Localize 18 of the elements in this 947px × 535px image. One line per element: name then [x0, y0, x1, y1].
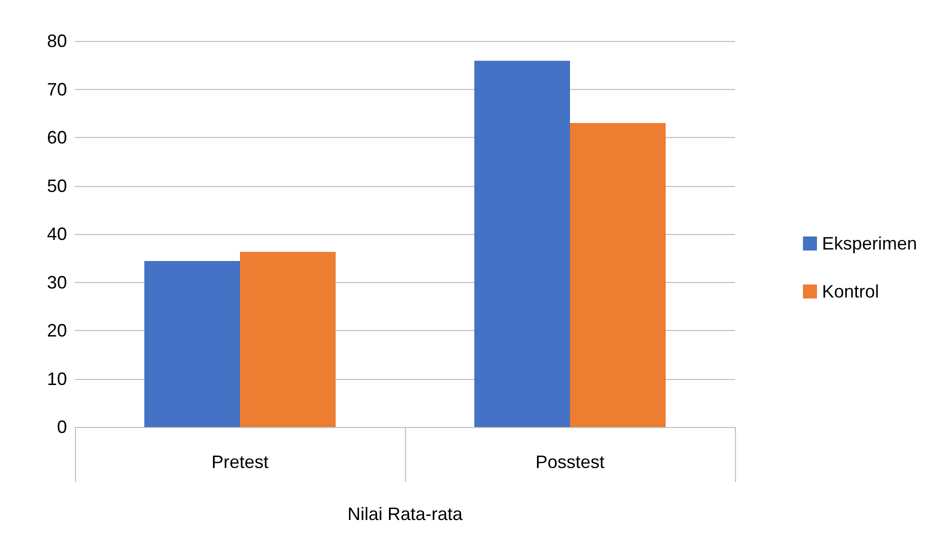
- y-tick-label: 50: [46, 176, 67, 196]
- x-tick-label: Posstest: [535, 452, 605, 472]
- y-tick-label: 0: [56, 417, 67, 437]
- y-tick-label: 10: [46, 368, 67, 389]
- bar: [474, 60, 570, 427]
- legend-label: Eksperimen: [822, 234, 918, 254]
- y-tick-label: 30: [46, 272, 67, 292]
- x-tick-label: Pretest: [211, 452, 269, 472]
- bar: [144, 261, 240, 427]
- y-tick-label: 40: [46, 224, 67, 244]
- legend-label: Kontrol: [822, 282, 880, 302]
- y-tick-label: 70: [46, 79, 67, 100]
- x-axis-title: Nilai Rata-rata: [347, 504, 464, 524]
- y-tick-label: 60: [46, 128, 67, 148]
- bar: [240, 252, 336, 427]
- bar: [570, 123, 666, 427]
- y-tick-label: 80: [46, 31, 67, 51]
- y-tick-label: 20: [46, 320, 67, 340]
